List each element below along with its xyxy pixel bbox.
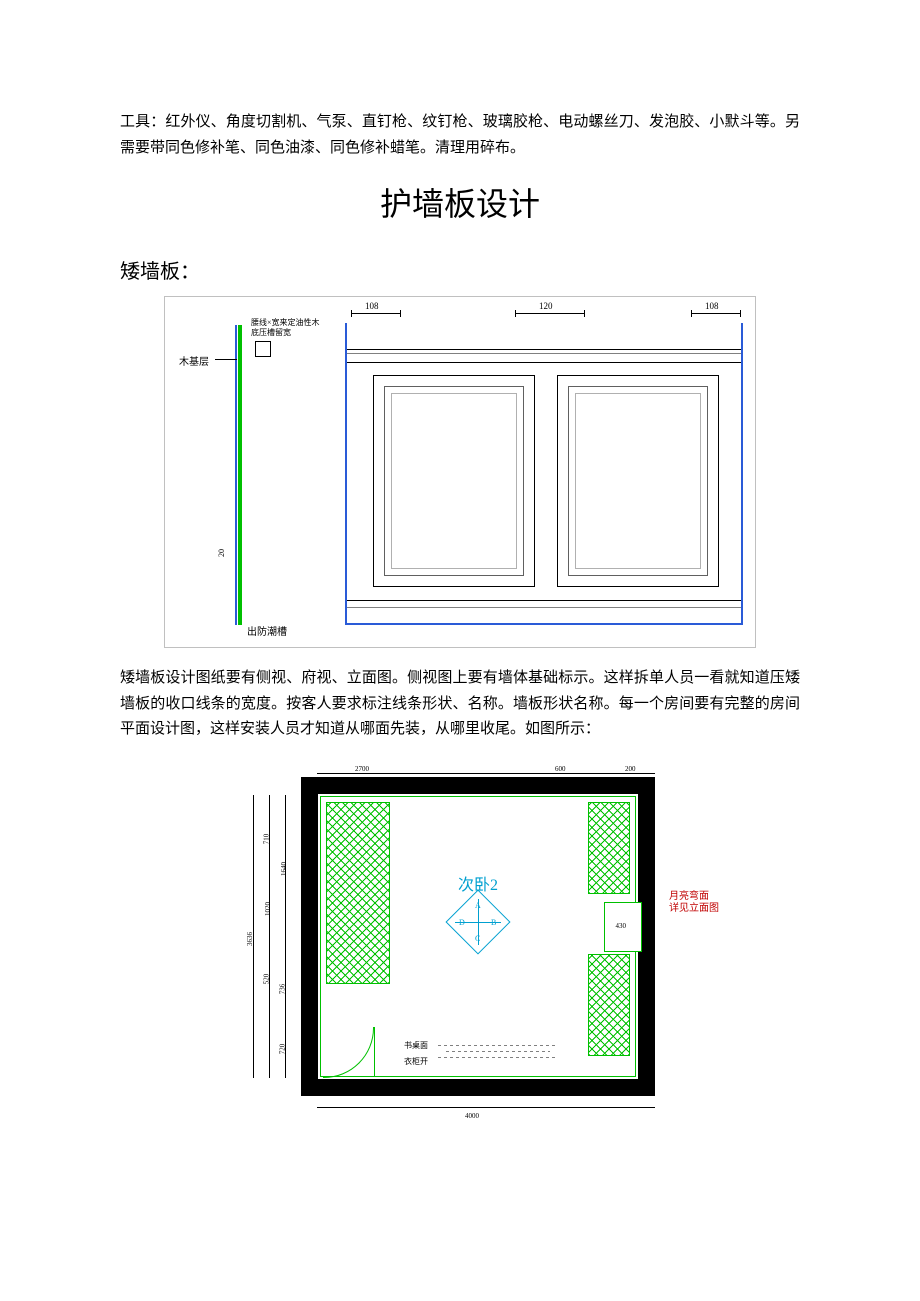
fp-d-d: D: [459, 918, 465, 927]
fp-hatch-bottom-right: [588, 954, 630, 1056]
dim-val-3: 108: [705, 301, 719, 311]
fp-door: [374, 1027, 425, 1077]
fp-carpet-l2: [446, 1051, 550, 1052]
side-dim-20: 20: [217, 549, 226, 557]
fp-ld-5: 1640: [280, 862, 288, 876]
dim-val-2: 120: [539, 301, 553, 311]
fp-red-note-l1: 月亮弯面: [669, 891, 709, 902]
panel-inner-2: [568, 386, 708, 576]
fp-bottom-dimline: [317, 1107, 655, 1108]
elevation-body: [345, 323, 743, 625]
fp-hatch-top-right: [588, 802, 630, 894]
side-profile: [235, 325, 245, 625]
baseboard-line: [347, 607, 741, 608]
panel-inner2-1: [391, 393, 517, 569]
fp-wardrobe: [326, 802, 390, 984]
side-label-base: 木基层: [179, 353, 209, 368]
fp-bottom-dim: 4000: [465, 1112, 479, 1120]
fp-wall: 430 书桌面 衣柜开 次卧2 A B: [301, 777, 655, 1096]
fp-room-label: 次卧2 A B C D: [455, 871, 501, 945]
fp-obj-dim: 430: [616, 922, 627, 930]
fp-ld-6: 736: [278, 983, 286, 994]
fp-ld-3: 3636: [246, 932, 254, 946]
chair-rail-line: [347, 353, 741, 354]
side-annotation-2: 底压槽留宽: [251, 327, 291, 338]
fp-d-b: B: [491, 918, 496, 927]
fp-ld-4: 520: [262, 973, 270, 984]
elevation-diagram-wrap: 腰线×宽来定油性木 底压槽留宽 木基层 20 出防潮槽 108 120 108: [120, 296, 800, 648]
fp-carpet-l3: [438, 1057, 558, 1058]
fp-label-wardrobe: 衣柜开: [404, 1056, 428, 1067]
side-green-line: [238, 325, 242, 625]
panel-inner2-2: [575, 393, 701, 569]
fp-ld-1: 1020: [264, 902, 272, 916]
fp-carpet: [438, 1043, 558, 1061]
floorplan-diagram: 3636 710 1020 520 1640 736 720 2700 600 …: [235, 751, 685, 1126]
fp-ld-0: 710: [262, 833, 270, 844]
fp-ld-7: 720: [278, 1043, 286, 1054]
elevation-diagram: 腰线×宽来定油性木 底压槽留宽 木基层 20 出防潮槽 108 120 108: [164, 296, 756, 648]
fp-left-dims: 3636 710 1020 520 1640 736 720: [247, 795, 295, 1078]
dim-seg-3: [691, 313, 741, 314]
side-label-groove: 出防潮槽: [247, 623, 287, 638]
floorplan-diagram-wrap: 3636 710 1020 520 1640 736 720 2700 600 …: [120, 751, 800, 1126]
panel-inner-1: [384, 386, 524, 576]
fp-red-note-l2: 详见立面图: [669, 903, 719, 914]
baseboard: [347, 600, 741, 623]
fp-red-note: 月亮弯面 详见立面图: [669, 891, 719, 915]
dim-seg-2: [515, 313, 585, 314]
section-paragraph: 矮墙板设计图纸要有侧视、府视、立面图。侧视图上要有墙体基础标示。这样拆单人员一看…: [120, 666, 800, 743]
main-title: 护墙板设计: [120, 179, 800, 225]
fp-label-desk: 书桌面: [404, 1040, 428, 1051]
side-blue-line: [235, 325, 237, 625]
fp-view-diamond: A B C D: [455, 899, 501, 945]
dim-val-1: 108: [365, 301, 379, 311]
document-page: 工具：红外仪、角度切割机、气泵、直钉枪、纹钉枪、玻璃胶枪、电动螺丝刀、发泡胶、小…: [0, 0, 920, 1184]
side-small-box: [255, 341, 271, 357]
fp-d-a: A: [475, 901, 481, 910]
fp-dimline-inner: [285, 795, 286, 1078]
fp-top-dimline: [317, 773, 655, 774]
top-dimensions: 108 120 108: [345, 303, 743, 321]
wall-panel-1: [373, 375, 535, 587]
fp-td-2: 200: [625, 765, 636, 773]
fp-td-0: 2700: [355, 765, 369, 773]
fp-d-c: C: [475, 934, 480, 943]
wall-panel-2: [557, 375, 719, 587]
dim-seg-1: [351, 313, 401, 314]
intro-paragraph: 工具：红外仪、角度切割机、气泵、直钉枪、纹钉枪、玻璃胶枪、电动螺丝刀、发泡胶、小…: [120, 110, 800, 161]
fp-carpet-l1: [438, 1045, 558, 1046]
fp-td-1: 600: [555, 765, 566, 773]
section-heading: 矮墙板：: [120, 255, 800, 284]
chair-rail: [347, 349, 741, 363]
